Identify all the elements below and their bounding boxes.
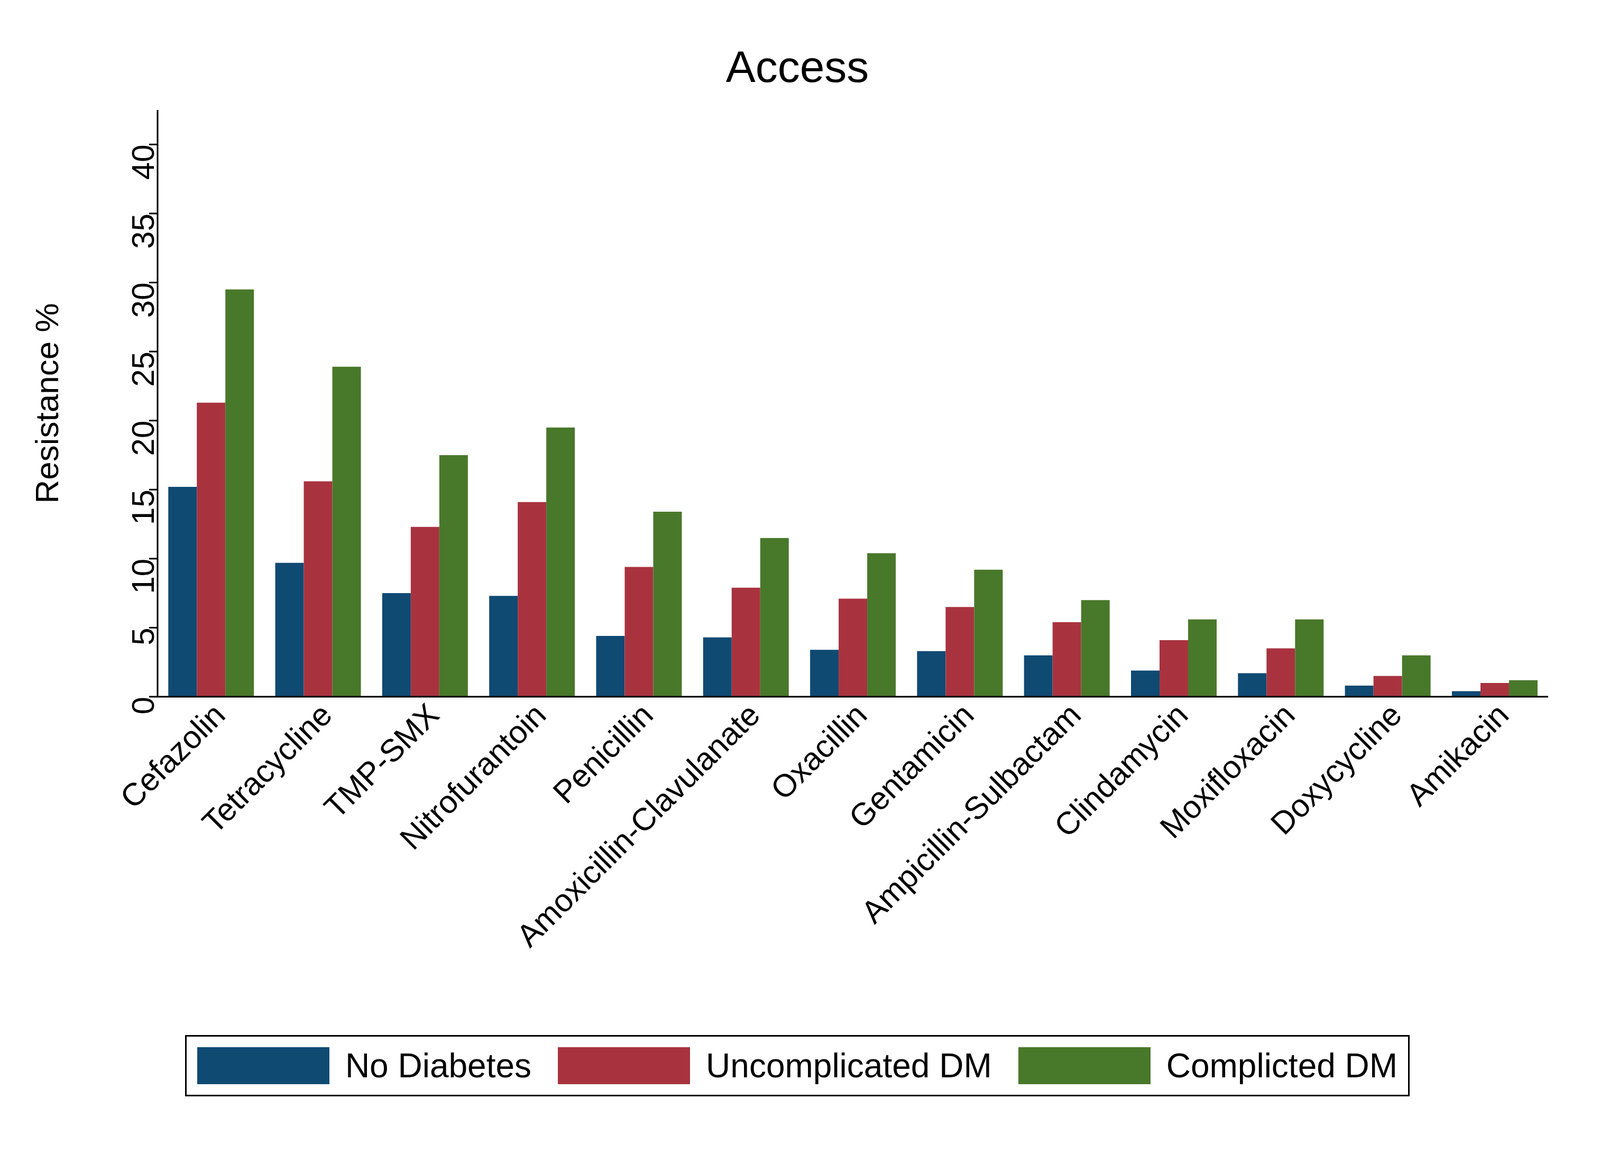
svg-text:Tetracycline: Tetracycline bbox=[195, 696, 339, 841]
svg-text:15: 15 bbox=[125, 489, 161, 526]
html-text:Uncomplicated DM: Uncomplicated DM bbox=[705, 1046, 992, 1085]
html-text:Complicted DM: Complicted DM bbox=[1166, 1046, 1398, 1085]
svg-text:40: 40 bbox=[125, 144, 161, 180]
svg-text:Oxacillin: Oxacillin bbox=[764, 696, 875, 807]
svg-text:30: 30 bbox=[125, 282, 161, 318]
svg-text:20: 20 bbox=[125, 420, 161, 457]
svg-text:Ampicillin-Sulbactam: Ampicillin-Sulbactam bbox=[854, 696, 1088, 931]
svg-text:Resistance %: Resistance % bbox=[28, 302, 66, 504]
svg-text:Nitrofurantoin: Nitrofurantoin bbox=[392, 696, 553, 857]
svg-text:5: 5 bbox=[125, 627, 161, 646]
svg-text:Clindamycin: Clindamycin bbox=[1047, 696, 1195, 845]
svg-text:Amoxicillin-Clavulanate: Amoxicillin-Clavulanate bbox=[509, 696, 767, 954]
svg-text:Moxifloxacin: Moxifloxacin bbox=[1153, 696, 1302, 846]
svg-text:Gentamicin: Gentamicin bbox=[842, 696, 981, 836]
svg-text:TMP-SMX: TMP-SMX bbox=[317, 696, 446, 826]
svg-text:25: 25 bbox=[125, 351, 161, 388]
svg-text:Amikacin: Amikacin bbox=[1399, 696, 1516, 813]
svg-text:0: 0 bbox=[125, 696, 161, 715]
svg-text:Doxycycline: Doxycycline bbox=[1263, 696, 1409, 842]
svg-text:Penicillin: Penicillin bbox=[546, 696, 660, 811]
svg-text:35: 35 bbox=[125, 213, 161, 250]
svg-text:10: 10 bbox=[125, 558, 161, 595]
html-text:Access: Access bbox=[725, 41, 869, 92]
html-text:No Diabetes: No Diabetes bbox=[345, 1046, 532, 1085]
svg-text:Cefazolin: Cefazolin bbox=[113, 696, 232, 816]
